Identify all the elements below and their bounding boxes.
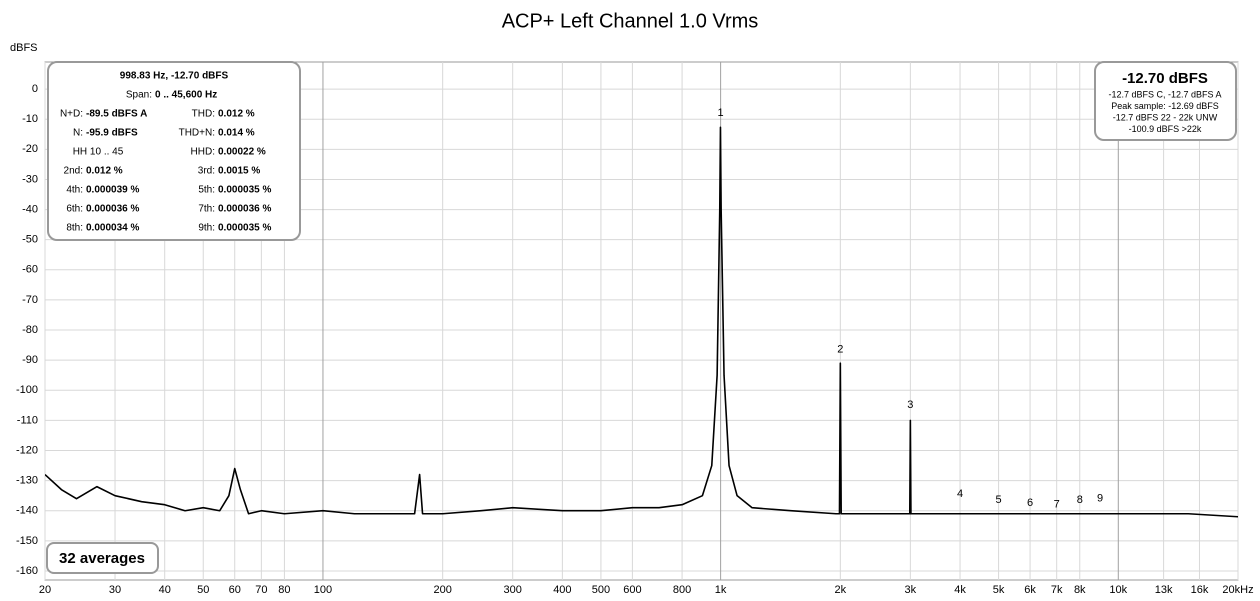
- y-tick-label: -20: [22, 143, 38, 155]
- x-tick-label: 80: [278, 584, 290, 596]
- metric-value: 0.000039 %: [86, 185, 139, 196]
- harmonic-label: 5: [996, 494, 1002, 506]
- metric-value: 0.000035 %: [218, 185, 271, 196]
- metric-value: 0.000036 %: [86, 204, 139, 215]
- measurement-box: [47, 61, 301, 241]
- metric-label: THD:: [192, 109, 215, 120]
- metric-value: 0.012 %: [218, 109, 255, 120]
- metric-label: 9th:: [198, 223, 215, 234]
- metric-label: 4th:: [66, 185, 83, 196]
- harmonic-label: 7: [1054, 499, 1060, 511]
- x-tick-label: 20kHz: [1222, 584, 1253, 596]
- y-tick-label: -90: [22, 354, 38, 366]
- metric-label: 8th:: [66, 223, 83, 234]
- y-tick-label: -140: [16, 505, 38, 517]
- x-tick-label: 8k: [1074, 584, 1086, 596]
- x-tick-label: 40: [159, 584, 171, 596]
- x-tick-label: 60: [229, 584, 241, 596]
- metric-value: -95.9 dBFS: [86, 128, 138, 139]
- harmonic-label: 2: [837, 344, 843, 356]
- harmonic-label: 8: [1077, 494, 1083, 506]
- metric-label: 2nd:: [64, 166, 83, 177]
- level-line: -100.9 dBFS >22k: [1129, 124, 1202, 134]
- y-tick-label: -10: [22, 113, 38, 125]
- x-tick-label: 4k: [954, 584, 966, 596]
- x-tick-label: 2k: [835, 584, 847, 596]
- plot-lines: [45, 126, 1238, 518]
- span-label: Span:: [126, 90, 152, 101]
- y-tick-label: -80: [22, 324, 38, 336]
- span-value: 0 .. 45,600 Hz: [155, 90, 217, 101]
- harmonic-label: 6: [1027, 497, 1033, 509]
- x-tick-label: 16k: [1191, 584, 1209, 596]
- measurement-text: 998.83 Hz, -12.70 dBFS Span: 0 .. 45,600 H…: [60, 71, 272, 234]
- x-tick-label: 50: [197, 584, 209, 596]
- x-tick-label: 1k: [715, 584, 727, 596]
- x-tick-label: 600: [623, 584, 641, 596]
- level-box: [1094, 61, 1237, 141]
- harmonic-label: 4: [957, 488, 963, 500]
- x-tick-label: 10k: [1109, 584, 1127, 596]
- y-tick-label: -120: [16, 444, 38, 456]
- x-tick-label: 6k: [1024, 584, 1036, 596]
- metric-value: -89.5 dBFS A: [86, 109, 147, 120]
- metric-label: 6th:: [66, 204, 83, 215]
- metric-value: 0.0015 %: [218, 166, 260, 177]
- level-line: -12.7 dBFS C, -12.7 dBFS A: [1108, 89, 1221, 99]
- y-tick-label: -50: [22, 234, 38, 246]
- metric-label: 5th:: [198, 185, 215, 196]
- y-tick-label: -70: [22, 294, 38, 306]
- x-tick-label: 30: [109, 584, 121, 596]
- metric-label: THD+N:: [179, 128, 215, 139]
- harmonic-label: 1: [718, 107, 724, 119]
- y-tick-label: -30: [22, 173, 38, 185]
- level-text: -12.70 dBFS -12.7 dBFS C, -12.7 dBFS A Pea…: [1108, 70, 1221, 134]
- x-tick-label: 500: [592, 584, 610, 596]
- x-tick-label: 20: [39, 584, 51, 596]
- chart-title: ACP+ Left Channel 1.0 Vrms: [502, 10, 759, 32]
- x-tick-label: 800: [673, 584, 691, 596]
- metric-label: N:: [73, 128, 83, 139]
- annotations: 1 2 3 4 5 6 7 8 9: [718, 107, 1104, 511]
- y-tick-label: -100: [16, 384, 38, 396]
- level-line: -12.7 dBFS 22 - 22k UNW: [1113, 112, 1218, 122]
- metric-value: 0.014 %: [218, 128, 255, 139]
- x-tick-label: 3k: [905, 584, 917, 596]
- y-tick-label: -60: [22, 264, 38, 276]
- y-tick-label: 0: [32, 83, 38, 95]
- x-tick-label: 300: [504, 584, 522, 596]
- x-tick-label: 7k: [1051, 584, 1063, 596]
- metric-label: HH 10 .. 45: [73, 147, 124, 158]
- metric-label: 3rd:: [198, 166, 215, 177]
- spectrum-line: [45, 126, 1238, 518]
- metric-label: HHD:: [191, 147, 215, 158]
- metric-value: 0.00022 %: [218, 147, 266, 158]
- averages: 32 averages: [59, 550, 145, 567]
- metric-value: 0.000036 %: [218, 204, 271, 215]
- metric-value: 0.012 %: [86, 166, 123, 177]
- y-tick-label: -110: [17, 414, 38, 426]
- metric-label: 7th:: [198, 204, 215, 215]
- harmonic-label: 3: [907, 399, 913, 411]
- x-tick-label: 400: [553, 584, 571, 596]
- metric-label: N+D:: [60, 109, 83, 120]
- y-tick-label: -130: [16, 475, 38, 487]
- metric-value: 0.000034 %: [86, 223, 139, 234]
- y-tick-label: -160: [16, 565, 38, 577]
- x-tick-label: 200: [433, 584, 451, 596]
- y-tick-label: -150: [16, 535, 38, 547]
- x-tick-label: 70: [255, 584, 267, 596]
- x-tick-label: 13k: [1155, 584, 1173, 596]
- y-tick-label: -40: [22, 203, 38, 215]
- box-header: 998.83 Hz, -12.70 dBFS: [120, 71, 229, 82]
- x-tick-label: 100: [314, 584, 332, 596]
- level-title: -12.70 dBFS: [1122, 70, 1208, 87]
- metric-value: 0.000035 %: [218, 223, 271, 234]
- averages-box: [46, 542, 159, 574]
- y-axis-label: dBFS: [10, 42, 38, 54]
- x-tick-label: 5k: [993, 584, 1005, 596]
- harmonic-label: 9: [1097, 493, 1103, 505]
- level-line: Peak sample: -12.69 dBFS: [1111, 101, 1219, 111]
